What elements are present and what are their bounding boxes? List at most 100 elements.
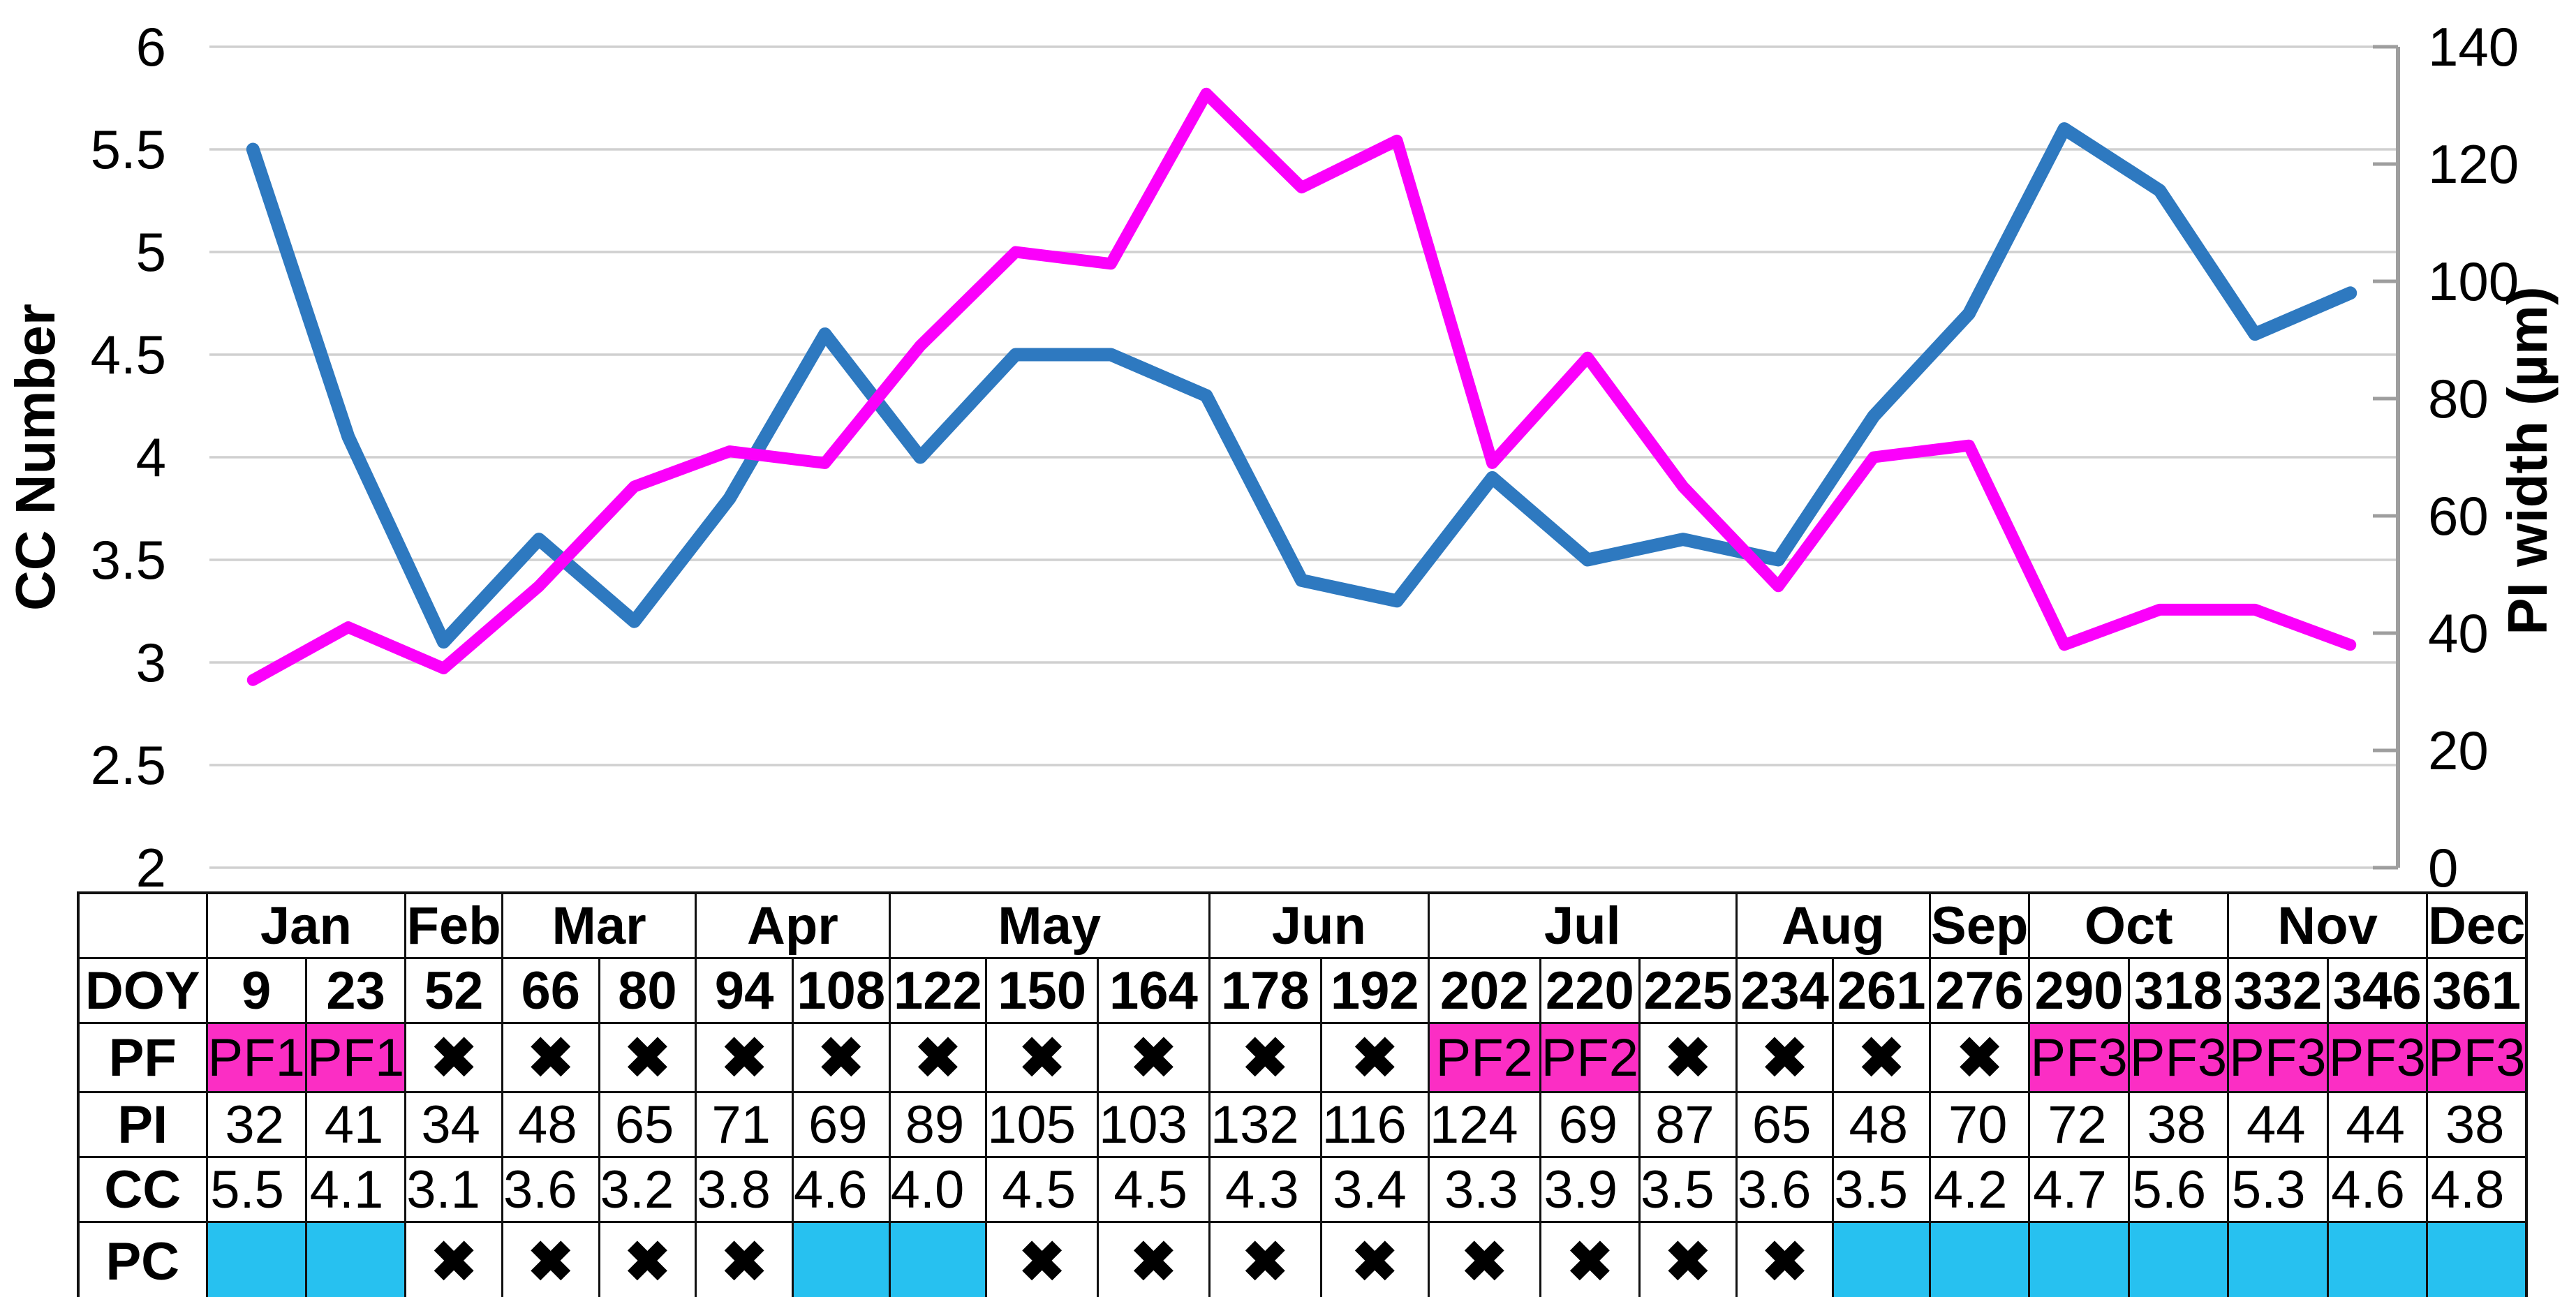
gridlines — [209, 45, 2398, 869]
pi-cell: 38 — [2425, 1091, 2528, 1158]
cc-cell: 4.1 — [304, 1156, 407, 1223]
pc-cell-absent: ✖ — [985, 1221, 1100, 1297]
pf-cell-absent: ✖ — [501, 1022, 600, 1093]
row-label-pf: PF — [77, 1022, 208, 1093]
pi-cell: 65 — [1735, 1091, 1835, 1158]
cc-cell: 4.3 — [1208, 1156, 1322, 1223]
cc-cell: 5.3 — [2227, 1156, 2329, 1223]
row-label-doy: DOY — [77, 957, 208, 1024]
left-axis-tick-label: 6 — [136, 16, 166, 77]
cc-cell: 5.5 — [205, 1156, 307, 1223]
pf-cell-pf1: PF1 — [205, 1022, 307, 1093]
month-header-jan: Jan — [205, 891, 407, 959]
cc-cell: 4.5 — [1097, 1156, 1211, 1223]
month-header-mar: Mar — [501, 891, 697, 959]
pi-cell: 71 — [695, 1091, 794, 1158]
right-axis-tick-label: 60 — [2428, 485, 2489, 547]
doy-cell: 108 — [791, 957, 891, 1024]
cc-cell: 3.6 — [1735, 1156, 1835, 1223]
pc-cell-absent: ✖ — [598, 1221, 697, 1297]
right-axis-title: PI width (µm) — [2496, 286, 2559, 635]
row-label-pi: PI — [77, 1091, 208, 1158]
doy-cell: 332 — [2227, 957, 2329, 1024]
pf-cell-pf3: PF3 — [2326, 1022, 2428, 1093]
cc-cell: 4.2 — [1928, 1156, 2031, 1223]
cc-cell: 3.1 — [404, 1156, 503, 1223]
pi-cell: 41 — [304, 1091, 407, 1158]
pc-cell-absent: ✖ — [1539, 1221, 1641, 1297]
right-axis-tick-label: 100 — [2428, 251, 2519, 312]
doy-cell: 164 — [1097, 957, 1211, 1024]
cc-cell: 3.5 — [1638, 1156, 1738, 1223]
month-header-nov: Nov — [2227, 891, 2428, 959]
pf-cell-absent: ✖ — [1735, 1022, 1835, 1093]
pi-cell: 72 — [2028, 1091, 2130, 1158]
doy-cell: 122 — [888, 957, 988, 1024]
left-axis-tick-label: 5 — [136, 221, 166, 283]
row-label-pc: PC — [77, 1221, 208, 1297]
left-axis-tick-label: 3.5 — [91, 529, 166, 591]
pi-cell: 87 — [1638, 1091, 1738, 1158]
cc-cell: 3.8 — [695, 1156, 794, 1223]
left-axis-tick-labels: 6 5.5 5 4.5 4 3.5 3 2.5 2 — [91, 16, 166, 898]
month-header-oct: Oct — [2028, 891, 2230, 959]
pc-cell-absent: ✖ — [1208, 1221, 1322, 1297]
pf-cell-pf2: PF2 — [1539, 1022, 1641, 1093]
pi-cell: 69 — [1539, 1091, 1641, 1158]
doy-cell: 202 — [1427, 957, 1541, 1024]
pc-cell-absent: ✖ — [1735, 1221, 1835, 1297]
left-axis-tick-label: 5.5 — [91, 119, 166, 180]
pf-cell-pf1: PF1 — [304, 1022, 407, 1093]
cc-cell: 4.6 — [2326, 1156, 2428, 1223]
doy-cell: 234 — [1735, 957, 1835, 1024]
pc-cell-present — [888, 1221, 988, 1297]
doy-cell: 361 — [2425, 957, 2528, 1024]
cc-cell: 4.6 — [791, 1156, 891, 1223]
right-axis-tick-labels: 140 120 100 80 60 40 20 0 — [2428, 16, 2519, 898]
pc-cell-absent: ✖ — [1427, 1221, 1541, 1297]
pi-cell: 132 — [1208, 1091, 1322, 1158]
cc-cell: 5.6 — [2127, 1156, 2230, 1223]
cc-cell: 3.3 — [1427, 1156, 1541, 1223]
pf-cell-pf3: PF3 — [2028, 1022, 2130, 1093]
cc-cell: 4.0 — [888, 1156, 988, 1223]
data-table-container: Jan Feb Mar Apr May Jun Jul Aug Sep Oct Nov Dec DOY 9… — [77, 891, 2529, 1297]
month-header-dec: Dec — [2425, 891, 2528, 959]
doy-cell: 9 — [205, 957, 307, 1024]
cc-cell: 3.4 — [1319, 1156, 1430, 1223]
cc-cell: 4.7 — [2028, 1156, 2130, 1223]
pc-cell-present — [2326, 1221, 2428, 1297]
doy-cell: 192 — [1319, 957, 1430, 1024]
left-axis-tick-label: 3 — [136, 632, 166, 693]
right-axis-tick-label: 40 — [2428, 602, 2489, 664]
doy-cell: 66 — [501, 957, 600, 1024]
pc-cell-absent: ✖ — [1319, 1221, 1430, 1297]
doy-cell: 150 — [985, 957, 1100, 1024]
pi-cell: 69 — [791, 1091, 891, 1158]
pf-cell-absent: ✖ — [695, 1022, 794, 1093]
cc-cell: 4.5 — [985, 1156, 1100, 1223]
pf-cell-absent: ✖ — [1097, 1022, 1211, 1093]
pf-cell-pf3: PF3 — [2425, 1022, 2528, 1093]
pi-cell: 48 — [501, 1091, 600, 1158]
row-label-cc: CC — [77, 1156, 208, 1223]
pf-cell-absent: ✖ — [1832, 1022, 1931, 1093]
pf-cell-absent: ✖ — [1928, 1022, 2031, 1093]
right-axis-tick-label: 120 — [2428, 133, 2519, 195]
pc-cell-present — [2127, 1221, 2230, 1297]
data-table: Jan Feb Mar Apr May Jun Jul Aug Sep Oct Nov Dec DOY 9… — [77, 891, 2529, 1297]
pc-cell-present — [2227, 1221, 2329, 1297]
doy-cell: 52 — [404, 957, 503, 1024]
month-header-sep: Sep — [1928, 891, 2031, 959]
pi-cell: 44 — [2326, 1091, 2428, 1158]
pi-cell: 105 — [985, 1091, 1100, 1158]
doy-cell: 346 — [2326, 957, 2428, 1024]
cc-series-line — [246, 122, 2357, 649]
pi-series-line — [246, 87, 2357, 686]
pf-cell-absent: ✖ — [985, 1022, 1100, 1093]
doy-cell: 178 — [1208, 957, 1322, 1024]
pi-cell: 124 — [1427, 1091, 1541, 1158]
pf-cell-pf2: PF2 — [1427, 1022, 1541, 1093]
pf-cell-pf3: PF3 — [2227, 1022, 2329, 1093]
month-header-aug: Aug — [1735, 891, 1932, 959]
